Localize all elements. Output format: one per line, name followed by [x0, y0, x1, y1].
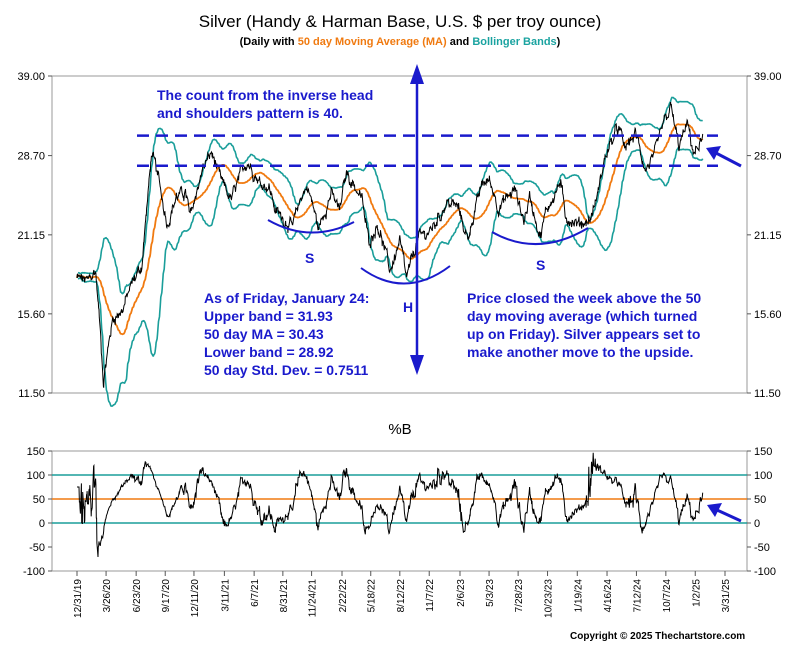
stats-line-2: Upper band = 31.93: [204, 308, 333, 324]
x-tick-label: 11/24/21: [308, 579, 319, 618]
pctb-y-label-right: 150: [754, 446, 772, 458]
pctb-pointer-arrow: [716, 508, 742, 523]
x-tick-label: 12/11/20: [190, 579, 201, 618]
pctb-title: %B: [388, 421, 412, 438]
pctb-y-label-left: 0: [39, 518, 45, 530]
pctb-y-label-left: 50: [33, 494, 45, 506]
count-line-1: The count from the inverse head: [157, 87, 374, 103]
head-arc: [360, 265, 451, 285]
x-tick-label: 5/3/23: [485, 579, 496, 607]
pctb-y-label-left: -50: [29, 542, 45, 554]
subtitle-prefix: (Daily with: [239, 36, 298, 48]
price-y-label-right: 11.50: [754, 388, 781, 400]
chart-title: Silver (Handy & Harman Base, U.S. $ per …: [198, 12, 602, 31]
x-tick-label: 3/31/25: [721, 579, 732, 613]
x-tick-label: 3/11/21: [220, 579, 231, 612]
x-tick-label: 6/7/21: [250, 579, 261, 607]
price-y-label-left: 21.15: [17, 230, 45, 242]
x-tick-label: 7/28/23: [514, 579, 525, 613]
pctb-plot-frame: [51, 450, 748, 572]
stats-line-1: As of Friday, January 24:: [204, 290, 370, 306]
x-tick-label: 1/2/25: [691, 579, 702, 607]
price-y-label-left: 39.00: [17, 71, 45, 83]
pctb-y-label-right: -50: [754, 542, 770, 554]
count-arrow-head-up: [410, 64, 424, 84]
x-tick-label: 5/18/22: [367, 579, 378, 613]
x-tick-label: 1/19/24: [573, 579, 584, 613]
price-line-4: make another move to the upside.: [467, 344, 694, 360]
price-line-1: Price closed the week above the 50: [467, 290, 702, 306]
price-pointer-head: [706, 146, 721, 160]
x-tick-label: 9/17/20: [161, 579, 172, 613]
price-y-label-right: 28.70: [754, 151, 782, 163]
copyright-text: Copyright © 2025 Thechartstore.com: [570, 631, 746, 642]
upper-bollinger-band: [77, 96, 703, 295]
pctb-series-line: [77, 452, 704, 558]
stats-line-4: Lower band = 28.92: [204, 344, 334, 360]
pctb-y-label-left: -100: [23, 566, 45, 578]
price-y-label-right: 15.60: [754, 309, 782, 321]
x-tick-label: 4/16/24: [603, 579, 614, 613]
stats-line-5: 50 day Std. Dev. = 0.7511: [204, 362, 369, 378]
x-tick-label: 7/12/24: [632, 579, 643, 613]
subtitle-bb-label: Bollinger Bands: [472, 36, 557, 48]
x-tick-label: 10/7/24: [662, 579, 673, 613]
x-tick-label: 2/6/23: [456, 579, 467, 607]
subtitle-ma-label: 50 day Moving Average (MA): [297, 36, 447, 48]
head-label: H: [403, 299, 414, 315]
count-annotation: The count from the inverse head and shou…: [157, 86, 373, 122]
price-y-label-right: 39.00: [754, 71, 782, 83]
x-tick-label: 10/23/23: [544, 579, 555, 618]
subtitle-suffix: ): [556, 36, 561, 48]
pctb-y-label-right: 0: [754, 518, 760, 530]
chart-subtitle: (Daily with 50 day Moving Average (MA) a…: [0, 36, 800, 48]
stats-annotation: As of Friday, January 24: Upper band = 3…: [204, 289, 369, 379]
x-tick-label: 11/7/22: [425, 579, 436, 612]
x-tick-label: 12/31/19: [73, 579, 84, 618]
x-tick-label: 2/22/22: [338, 579, 349, 613]
pctb-pointer-head: [707, 503, 722, 517]
price-y-label-left: 28.70: [17, 151, 45, 163]
shoulder-label-left: S: [305, 250, 315, 266]
stats-line-3: 50 day MA = 30.43: [204, 326, 324, 342]
pctb-y-label-left: 150: [27, 446, 45, 458]
left-shoulder-arc: [267, 219, 355, 234]
pctb-y-label-right: 50: [754, 494, 766, 506]
price-y-label-left: 11.50: [18, 388, 45, 400]
price-line-3: up on Friday). Silver appears set to: [467, 326, 701, 342]
price-annotation: Price closed the week above the 50 day m…: [467, 289, 701, 361]
x-tick-label: 3/26/20: [102, 579, 113, 613]
price-series-line: [76, 101, 704, 388]
subtitle-and: and: [446, 36, 473, 48]
lower-bollinger-band: [77, 147, 704, 407]
x-tick-label: 6/23/20: [132, 579, 143, 613]
price-pointer-arrow: [715, 151, 742, 168]
price-y-label-right: 21.15: [754, 230, 782, 242]
shoulder-label-right: S: [536, 257, 546, 273]
x-tick-label: 8/31/21: [279, 579, 290, 613]
moving-average-line: [76, 123, 704, 336]
price-y-label-left: 15.60: [17, 309, 45, 321]
pctb-y-label-right: -100: [754, 566, 776, 578]
count-arrow-head-down: [410, 355, 424, 375]
price-line-2: day moving average (which turned: [467, 308, 698, 324]
count-line-2: and shoulders pattern is 40.: [157, 105, 343, 121]
price-plot-frame: [51, 75, 748, 394]
pctb-y-label-left: 100: [27, 470, 45, 482]
pctb-y-label-right: 100: [754, 470, 772, 482]
right-shoulder-arc: [491, 227, 589, 246]
x-tick-label: 8/12/22: [396, 579, 407, 613]
